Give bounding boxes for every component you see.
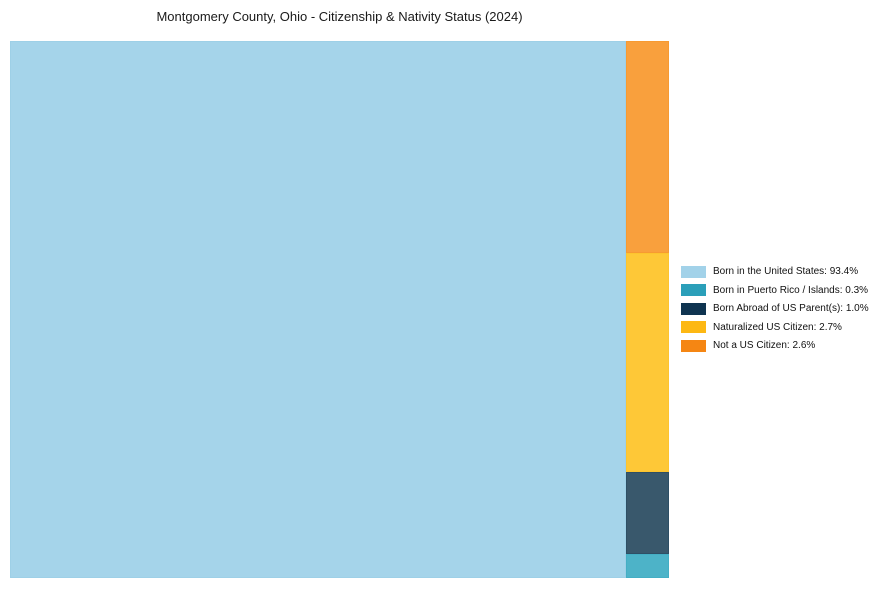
treemap-block-naturalized-us-citizen[interactable] — [625, 252, 669, 473]
legend-swatch-icon — [681, 302, 706, 315]
chart-title: Montgomery County, Ohio - Citizenship & … — [156, 9, 523, 24]
treemap-block-born-in-puerto-rico-islands[interactable] — [625, 553, 669, 578]
treemap-block-not-a-us-citizen[interactable] — [625, 41, 669, 253]
legend-label: Born in Puerto Rico / Islands: 0.3% — [713, 284, 869, 296]
treemap-block-born-abroad-of-us-parent-s[interactable] — [625, 472, 669, 554]
treemap — [10, 41, 669, 578]
legend-row-naturalized-us-citizen: Naturalized US Citizen: 2.7% — [681, 321, 869, 334]
legend-label: Born in the United States: 93.4% — [713, 266, 859, 277]
legend-label: Naturalized US Citizen: 2.7% — [713, 321, 842, 333]
legend-label: Not a US Citizen: 2.6% — [713, 340, 816, 352]
legend-swatch-icon — [681, 284, 706, 297]
legend-swatch-icon — [681, 339, 706, 352]
treemap-block-born-in-the-united-states[interactable] — [10, 41, 626, 578]
legend-swatch-icon — [681, 321, 706, 334]
legend-row-born-abroad-of-us-parent-s: Born Abroad of US Parent(s): 1.0% — [681, 302, 869, 315]
legend-row-not-a-us-citizen: Not a US Citizen: 2.6% — [681, 339, 869, 352]
legend-label: Born Abroad of US Parent(s): 1.0% — [713, 303, 869, 315]
legend-row-born-in-the-united-states: Born in the United States: 93.4% — [681, 265, 869, 278]
legend-row-born-in-puerto-rico-islands: Born in Puerto Rico / Islands: 0.3% — [681, 284, 869, 297]
legend-swatch-icon — [681, 265, 706, 278]
legend: Born in the United States: 93.4% Born in … — [681, 265, 869, 358]
